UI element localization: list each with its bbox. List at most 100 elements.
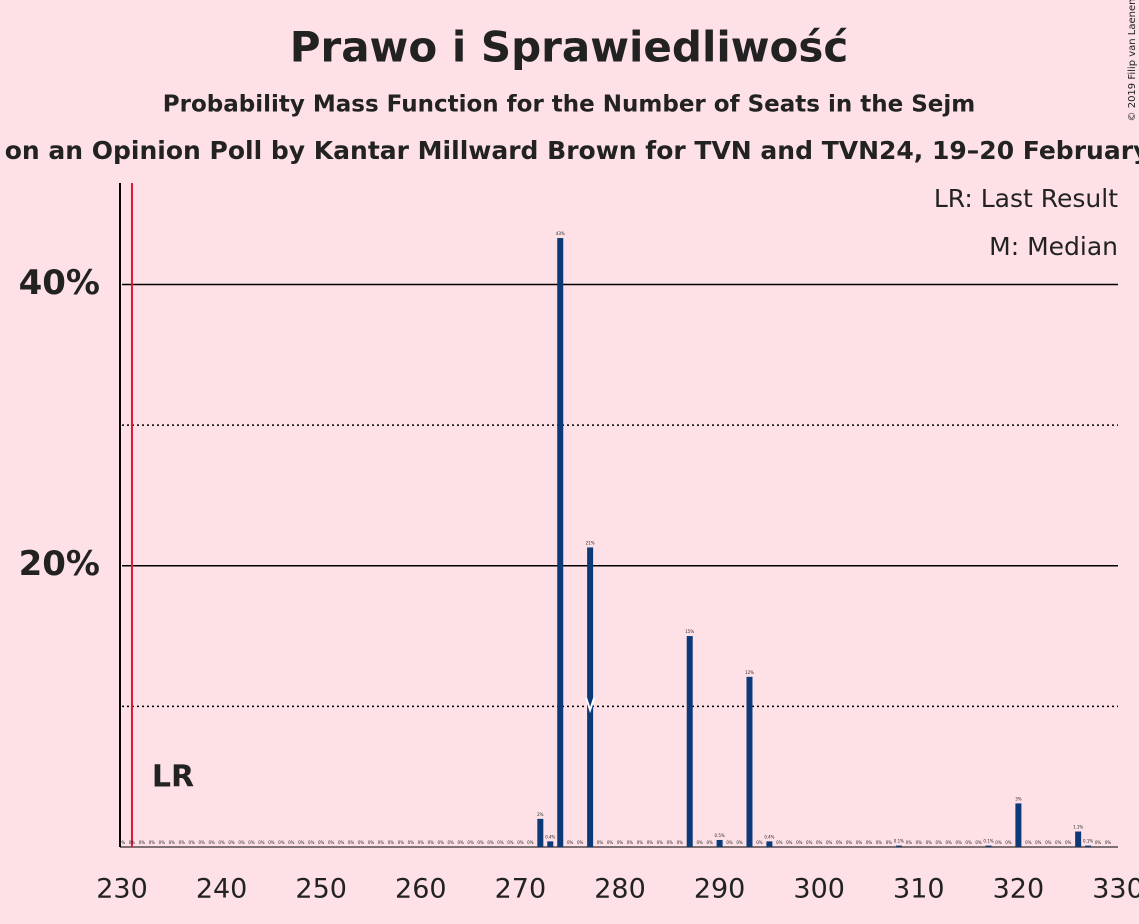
value-label: 0% — [358, 840, 365, 845]
value-label: 0% — [487, 840, 494, 845]
bar — [766, 841, 773, 847]
value-label: 0% — [477, 840, 484, 845]
value-label: 0% — [119, 840, 126, 845]
value-label: 0.5% — [715, 833, 725, 838]
value-label: 0% — [826, 840, 833, 845]
value-label: 0% — [308, 840, 315, 845]
chart-source: Based on an Opinion Poll by Kantar Millw… — [0, 136, 1139, 165]
value-label: 0% — [298, 840, 305, 845]
value-label: 0% — [916, 840, 923, 845]
bar — [746, 676, 753, 847]
value-label: 0% — [816, 840, 823, 845]
value-label: 0% — [169, 840, 176, 845]
bar — [1075, 831, 1082, 847]
x-tick-label: 330 — [1092, 874, 1139, 905]
value-label: 0% — [906, 840, 913, 845]
value-label: 0% — [706, 840, 713, 845]
value-label: 0% — [507, 840, 514, 845]
value-label: 0% — [926, 840, 933, 845]
value-label: 0% — [577, 840, 584, 845]
bar — [985, 845, 992, 847]
value-label: 0% — [428, 840, 435, 845]
value-label: 0% — [268, 840, 275, 845]
value-label: 0% — [946, 840, 953, 845]
value-label: 12% — [745, 670, 754, 675]
value-label: 0% — [189, 840, 196, 845]
legend-entry: LR: Last Result — [934, 184, 1118, 213]
value-label: 0% — [1095, 840, 1102, 845]
value-label: 0% — [288, 840, 295, 845]
value-label: 0% — [637, 840, 644, 845]
legend-entry: M: Median — [989, 232, 1118, 261]
value-label: 0% — [448, 840, 455, 845]
value-label: 0% — [607, 840, 614, 845]
value-label: 0% — [418, 840, 425, 845]
value-label: 0% — [786, 840, 793, 845]
value-label: 0% — [1025, 840, 1032, 845]
value-label: 0% — [388, 840, 395, 845]
median-marker — [585, 697, 596, 714]
value-label: 2% — [537, 812, 544, 817]
value-label: 0% — [1045, 840, 1052, 845]
value-label: 0.4% — [764, 834, 774, 839]
value-label: 0% — [856, 840, 863, 845]
value-label: 0% — [657, 840, 664, 845]
copyright: © 2019 Filip van Laenen — [1127, 0, 1138, 121]
x-tick-label: 290 — [694, 874, 746, 905]
value-label: 0% — [866, 840, 873, 845]
chart-subtitle: Probability Mass Function for the Number… — [163, 92, 975, 118]
bar — [557, 238, 564, 848]
value-label: 0% — [348, 840, 355, 845]
bar — [686, 636, 693, 847]
value-label: 0% — [258, 840, 265, 845]
x-tick-label: 310 — [893, 874, 945, 905]
value-label: 0% — [278, 840, 285, 845]
bar — [587, 547, 594, 847]
value-label: 0.1% — [983, 839, 993, 844]
x-tick-label: 270 — [495, 874, 547, 905]
value-label: 0% — [129, 840, 136, 845]
value-label: 0% — [876, 840, 883, 845]
value-label: 0% — [238, 840, 245, 845]
value-label: 0% — [1055, 840, 1062, 845]
value-label: 0% — [886, 840, 893, 845]
value-label: 0% — [328, 840, 335, 845]
value-label: 15% — [685, 629, 694, 634]
value-label: 0% — [667, 840, 674, 845]
chart-title: Prawo i Sprawiedliwość — [290, 23, 849, 72]
value-label: 0% — [1035, 840, 1042, 845]
value-label: 0% — [218, 840, 225, 845]
value-label: 0% — [647, 840, 654, 845]
value-label: 0% — [527, 840, 534, 845]
value-label: 0% — [248, 840, 255, 845]
value-label: 0% — [736, 840, 743, 845]
value-label: 0% — [408, 840, 415, 845]
value-label: 0% — [846, 840, 853, 845]
value-label: 0% — [597, 840, 604, 845]
value-label: 0% — [208, 840, 215, 845]
value-label: 0% — [467, 840, 474, 845]
value-label: 0% — [677, 840, 684, 845]
value-label: 0% — [776, 840, 783, 845]
bar — [716, 839, 723, 847]
value-label: 3% — [1015, 796, 1022, 801]
bar — [1015, 803, 1022, 847]
value-label: 0% — [627, 840, 634, 845]
value-label: 0% — [1005, 840, 1012, 845]
x-tick-label: 250 — [295, 874, 347, 905]
value-label: 0% — [457, 840, 464, 845]
bar — [537, 818, 544, 847]
value-label: 0% — [936, 840, 943, 845]
value-label: 1.1% — [1073, 825, 1083, 830]
value-label: 0% — [159, 840, 166, 845]
value-label: 0.1% — [1083, 839, 1093, 844]
x-tick-label: 230 — [96, 874, 148, 905]
value-label: 0% — [179, 840, 186, 845]
value-label: 0% — [836, 840, 843, 845]
x-tick-label: 240 — [196, 874, 248, 905]
value-label: 0% — [378, 840, 385, 845]
value-label: 21% — [586, 540, 595, 545]
value-label: 43% — [556, 231, 565, 236]
value-label: 0% — [726, 840, 733, 845]
